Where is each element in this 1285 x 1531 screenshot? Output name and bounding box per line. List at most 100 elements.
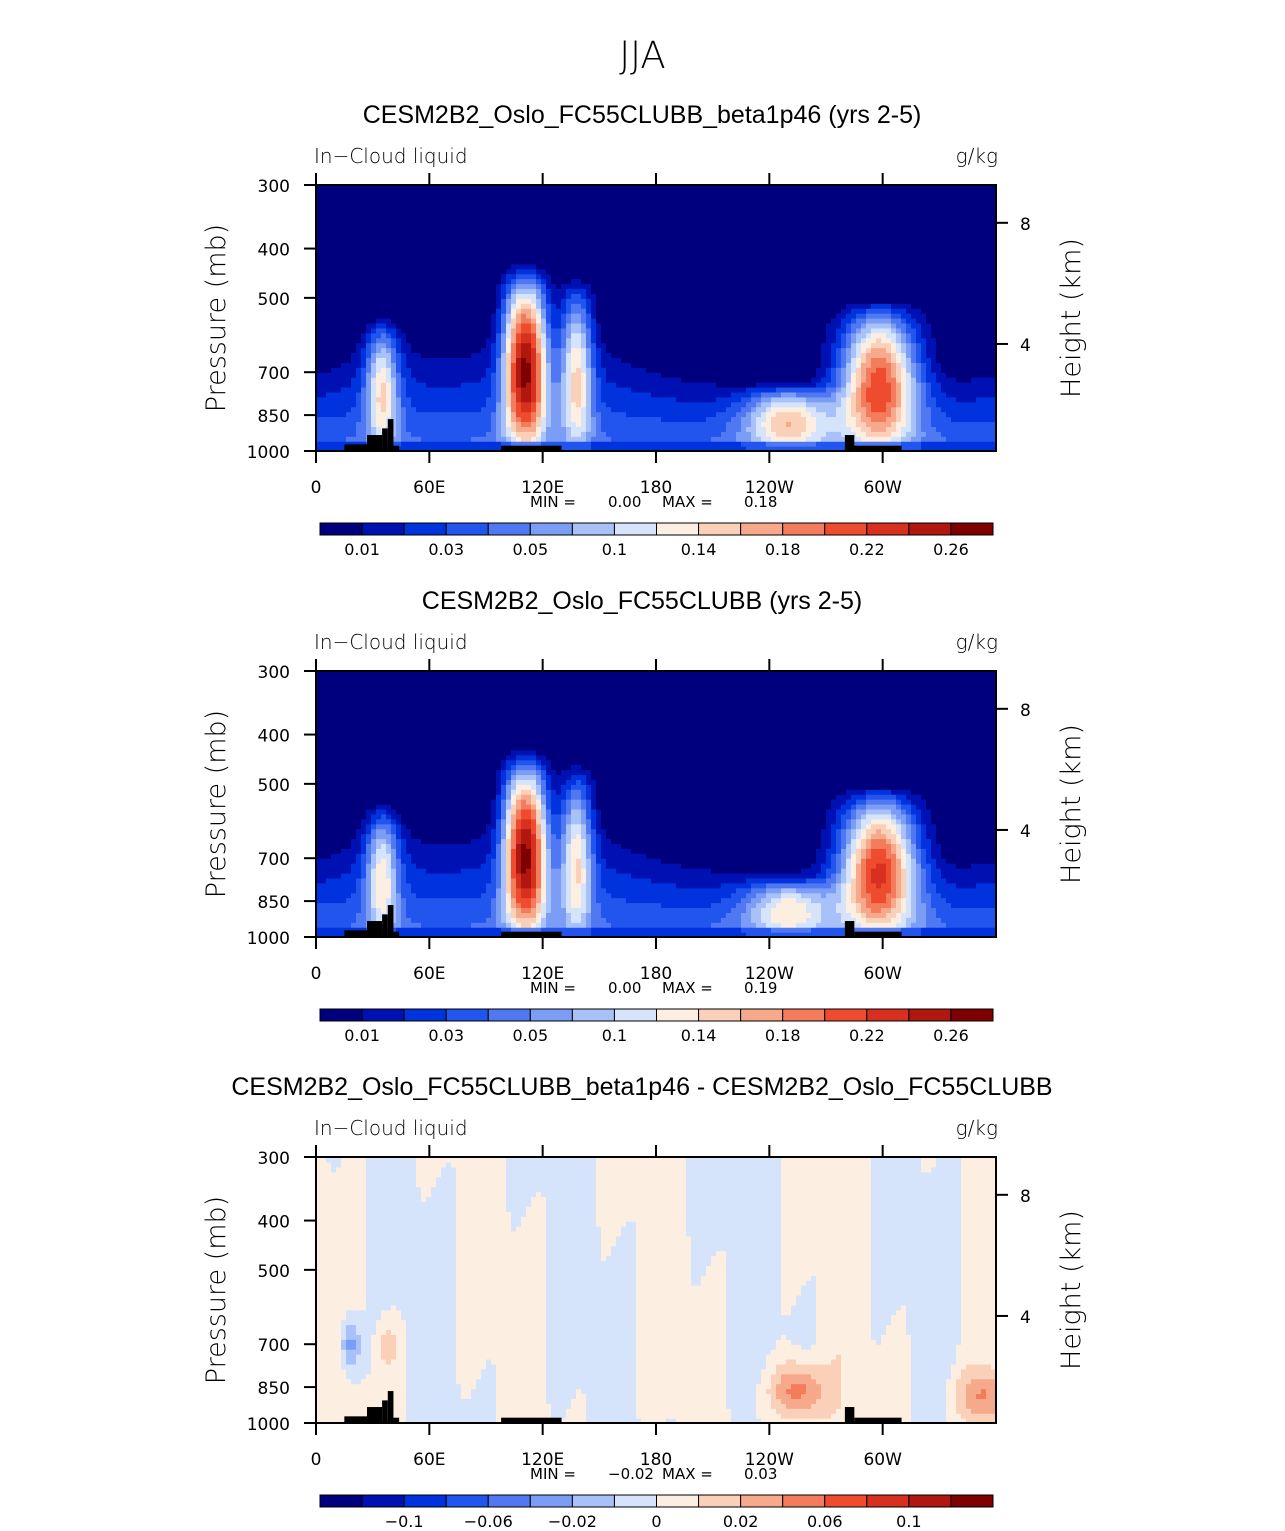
field-cell (346, 249, 352, 255)
field-cell (721, 293, 727, 299)
field-cell (766, 337, 772, 344)
field-cell (751, 204, 757, 211)
field-cell (726, 194, 732, 201)
field-cell (646, 288, 652, 294)
field-cell (401, 357, 407, 363)
field-cell (686, 283, 692, 290)
field-cell (571, 239, 577, 245)
field-cell (346, 357, 352, 363)
field-cell (476, 416, 482, 423)
field-cell (416, 391, 422, 398)
field-cell (431, 268, 437, 275)
field-cell (591, 303, 597, 309)
field-cell (661, 337, 667, 344)
field-cell (771, 367, 777, 373)
field-cell (516, 283, 522, 290)
field-cell (591, 298, 597, 304)
field-cell (681, 406, 687, 413)
field-cell (336, 436, 342, 442)
field-cell (421, 209, 427, 216)
field-cell (606, 199, 612, 206)
field-cell (696, 421, 702, 427)
field-cell (596, 421, 602, 427)
field-cell (486, 194, 492, 201)
field-cell (606, 401, 612, 408)
field-cell (481, 249, 487, 255)
field-cell (566, 209, 572, 216)
field-cell (616, 214, 622, 221)
field-cell (506, 431, 512, 437)
field-cell (716, 372, 722, 378)
field-cell (316, 258, 322, 265)
field-cell (316, 298, 322, 304)
field-cell (606, 322, 612, 329)
field-cell (561, 426, 567, 432)
field-cell (536, 327, 542, 334)
field-cell (701, 342, 707, 349)
field-cell (521, 273, 527, 280)
field-cell (646, 278, 652, 285)
field-cell (391, 352, 397, 359)
field-cell (721, 298, 727, 304)
field-cell (651, 298, 657, 304)
field-cell (626, 436, 632, 442)
field-cell (326, 288, 332, 294)
field-cell (341, 396, 347, 403)
field-cell (696, 288, 702, 294)
field-cell (411, 244, 417, 250)
field-cell (671, 357, 677, 363)
field-cell (681, 199, 687, 206)
field-cell (746, 382, 752, 388)
field-cell (741, 263, 747, 270)
field-cell (376, 239, 382, 245)
field-cell (391, 347, 397, 354)
field-cell (596, 288, 602, 294)
field-cell (641, 239, 647, 245)
field-cell (666, 382, 672, 388)
field-cell (661, 352, 667, 359)
field-cell (456, 322, 462, 329)
field-cell (456, 382, 462, 388)
field-cell (376, 278, 382, 285)
field-cell (766, 406, 772, 413)
field-cell (361, 199, 367, 206)
field-cell (361, 327, 367, 334)
field-cell (526, 273, 532, 280)
field-cell (436, 446, 442, 452)
field-cell (696, 352, 702, 359)
field-cell (481, 268, 487, 275)
field-cell (771, 204, 777, 211)
field-cell (721, 288, 727, 294)
field-cell (616, 382, 622, 388)
field-cell (456, 224, 462, 230)
field-cell (571, 426, 577, 432)
field-cell (321, 194, 327, 201)
field-cell (766, 185, 772, 191)
field-cell (726, 258, 732, 265)
field-cell (626, 411, 632, 418)
field-cell (666, 268, 672, 275)
field-cell (401, 347, 407, 354)
field-cell (766, 199, 772, 206)
field-cell (451, 303, 457, 309)
field-cell (711, 377, 717, 383)
field-cell (466, 313, 472, 319)
field-cell (486, 263, 492, 270)
field-cell (491, 219, 497, 226)
field-cell (511, 347, 517, 354)
field-cell (356, 337, 362, 344)
field-cell (751, 367, 757, 373)
field-cell (686, 372, 692, 378)
field-cell (381, 253, 387, 260)
field-cell (561, 367, 567, 373)
field-cell (736, 219, 742, 226)
field-cell (541, 209, 547, 216)
field-cell (496, 313, 502, 319)
field-cell (776, 431, 782, 437)
field-cell (701, 352, 707, 359)
field-cell (476, 386, 482, 393)
field-cell (431, 382, 437, 388)
field-cell (711, 446, 717, 452)
field-cell (356, 431, 362, 437)
field-cell (456, 416, 462, 423)
